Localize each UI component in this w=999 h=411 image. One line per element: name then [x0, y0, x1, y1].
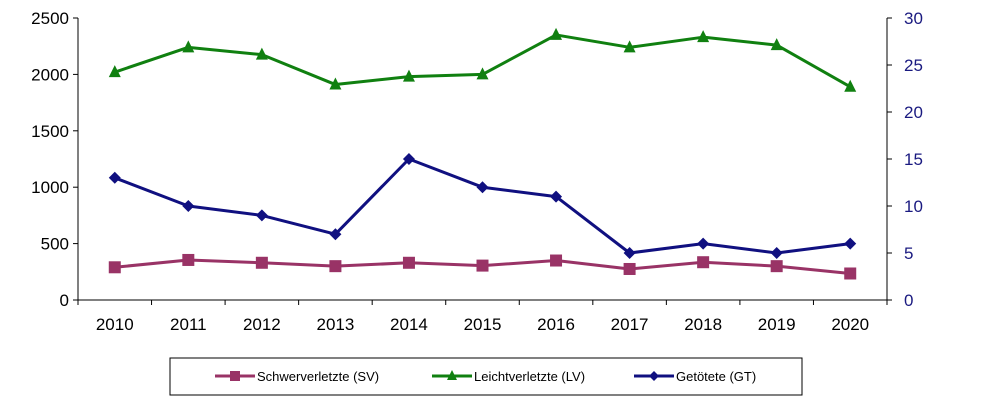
series-line-getötete [114, 157, 851, 255]
data-point-leichtverletzte [770, 38, 783, 51]
data-point-schwerverletzte [623, 262, 636, 275]
right-y-tick-label: 20 [904, 103, 923, 122]
x-tick-label: 2013 [316, 315, 354, 334]
legend-marker-schwerverletzte [230, 371, 240, 381]
x-tick-label: 2010 [96, 315, 134, 334]
data-point-getötete [623, 247, 636, 259]
legend-label-schwerverletzte: Schwerverletzte (SV) [257, 369, 379, 384]
data-point-schwerverletzte [108, 261, 121, 274]
legend: Schwerverletzte (SV) Leichtverletzte (LV)… [169, 357, 803, 396]
x-tick-label: 2018 [684, 315, 722, 334]
left-y-tick-label: 1000 [31, 178, 69, 197]
x-tick-label: 2011 [170, 315, 207, 334]
data-point-leichtverletzte [844, 79, 857, 92]
right-y-tick-label: 5 [904, 244, 913, 263]
data-point-getötete [550, 190, 563, 203]
data-point-schwerverletzte [476, 259, 489, 272]
x-tick-label: 2020 [831, 315, 869, 334]
data-point-getötete [402, 153, 415, 165]
x-tick-label: 2019 [758, 315, 796, 334]
right-y-tick-label: 30 [904, 9, 923, 28]
data-point-schwerverletzte [844, 267, 857, 280]
data-point-leichtverletzte [550, 27, 563, 40]
series-leichtverletzte [108, 27, 857, 92]
legend-box [169, 357, 803, 396]
data-point-getötete [255, 209, 268, 222]
data-point-schwerverletzte [329, 260, 342, 273]
data-point-leichtverletzte [623, 40, 636, 53]
right-y-tick-label: 0 [904, 291, 913, 310]
data-point-schwerverletzte [182, 253, 195, 266]
right-y-tick-label: 15 [904, 150, 923, 169]
data-point-schwerverletzte [255, 256, 268, 269]
data-point-getötete [182, 200, 195, 212]
left-y-tick-label: 1500 [31, 122, 69, 141]
data-point-getötete [844, 237, 857, 250]
right-y-tick-label: 25 [904, 56, 923, 75]
series-layer [108, 27, 857, 280]
data-point-schwerverletzte [402, 256, 415, 269]
x-tick-label: 2017 [611, 315, 649, 334]
data-point-leichtverletzte [476, 67, 489, 80]
series-getötete [108, 153, 857, 259]
legend-marker-getötete [649, 371, 659, 381]
axes: 0 500 1000 1500 2000 2500 0 5 10 15 20 25 30 2010 2011… [31, 9, 923, 334]
left-y-tick-label: 2000 [31, 65, 69, 84]
data-point-schwerverletzte [550, 254, 563, 267]
data-point-leichtverletzte [182, 40, 195, 53]
legend-label-getötete: Getötete (GT) [676, 369, 756, 384]
data-point-leichtverletzte [255, 47, 268, 60]
data-point-leichtverletzte [329, 77, 342, 90]
left-y-tick-label: 2500 [31, 9, 69, 28]
data-point-schwerverletzte [770, 260, 783, 273]
data-point-leichtverletzte [108, 65, 121, 78]
x-tick-label: 2016 [537, 315, 575, 334]
data-point-schwerverletzte [697, 256, 710, 269]
data-point-leichtverletzte [697, 30, 710, 43]
x-tick-label: 2014 [390, 315, 428, 334]
left-y-tick-label: 500 [41, 235, 69, 254]
legend-label-leichtverletzte: Leichtverletzte (LV) [474, 369, 585, 384]
x-tick-label: 2012 [243, 315, 281, 334]
data-point-getötete [329, 228, 342, 241]
data-point-getötete [770, 247, 783, 259]
data-point-getötete [108, 171, 121, 184]
series-schwerverletzte [108, 253, 857, 280]
right-y-tick-label: 10 [904, 197, 923, 216]
x-tick-label: 2015 [464, 315, 502, 334]
legend-marker-leichtverletzte [447, 370, 457, 380]
data-point-leichtverletzte [402, 69, 415, 82]
left-y-tick-label: 0 [60, 291, 69, 310]
data-point-getötete [697, 237, 710, 250]
data-point-getötete [476, 181, 489, 194]
